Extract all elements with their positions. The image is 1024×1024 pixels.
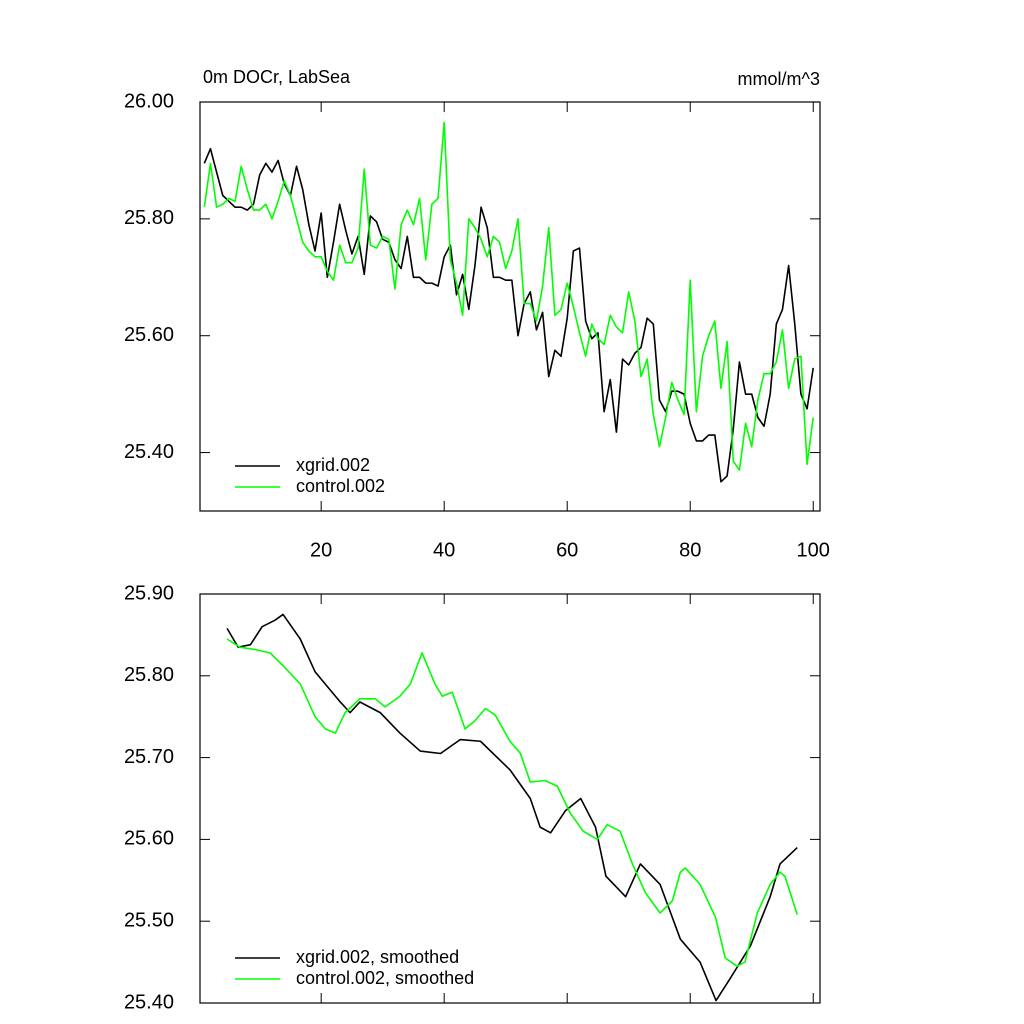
plot-frame bbox=[199, 593, 821, 1004]
y-tick-label: 25.60 bbox=[124, 828, 174, 850]
data-line bbox=[203, 147, 815, 483]
x-tick-label: 20 bbox=[310, 539, 332, 561]
y-tick-label: 25.60 bbox=[124, 324, 174, 346]
y-tick-label: 25.70 bbox=[124, 746, 174, 768]
x-tick-label: 60 bbox=[556, 539, 578, 561]
y-tick-label: 25.50 bbox=[124, 909, 174, 931]
y-tick-label: 26.00 bbox=[124, 90, 174, 112]
x-tick-label: 80 bbox=[679, 539, 701, 561]
y-tick-label: 25.80 bbox=[124, 664, 174, 686]
plot-frame bbox=[199, 101, 821, 512]
data-line bbox=[226, 613, 798, 1002]
y-tick-label: 25.80 bbox=[124, 207, 174, 229]
units-label: mmol/m^3 bbox=[738, 69, 820, 89]
x-tick-label: 40 bbox=[433, 539, 455, 561]
legend-label: control.002 bbox=[296, 476, 385, 496]
legend-label: xgrid.002 bbox=[296, 455, 370, 475]
y-tick-label: 25.40 bbox=[124, 441, 174, 463]
x-tick-label: 100 bbox=[797, 539, 830, 561]
y-tick-label: 25.90 bbox=[124, 582, 174, 604]
y-tick-label: 25.40 bbox=[124, 991, 174, 1013]
legend-label: xgrid.002, smoothed bbox=[296, 947, 459, 967]
legend-label: control.002, smoothed bbox=[296, 968, 474, 988]
chart-title: 0m DOCr, LabSea bbox=[203, 67, 351, 87]
data-line bbox=[203, 121, 815, 471]
data-line bbox=[226, 638, 799, 967]
